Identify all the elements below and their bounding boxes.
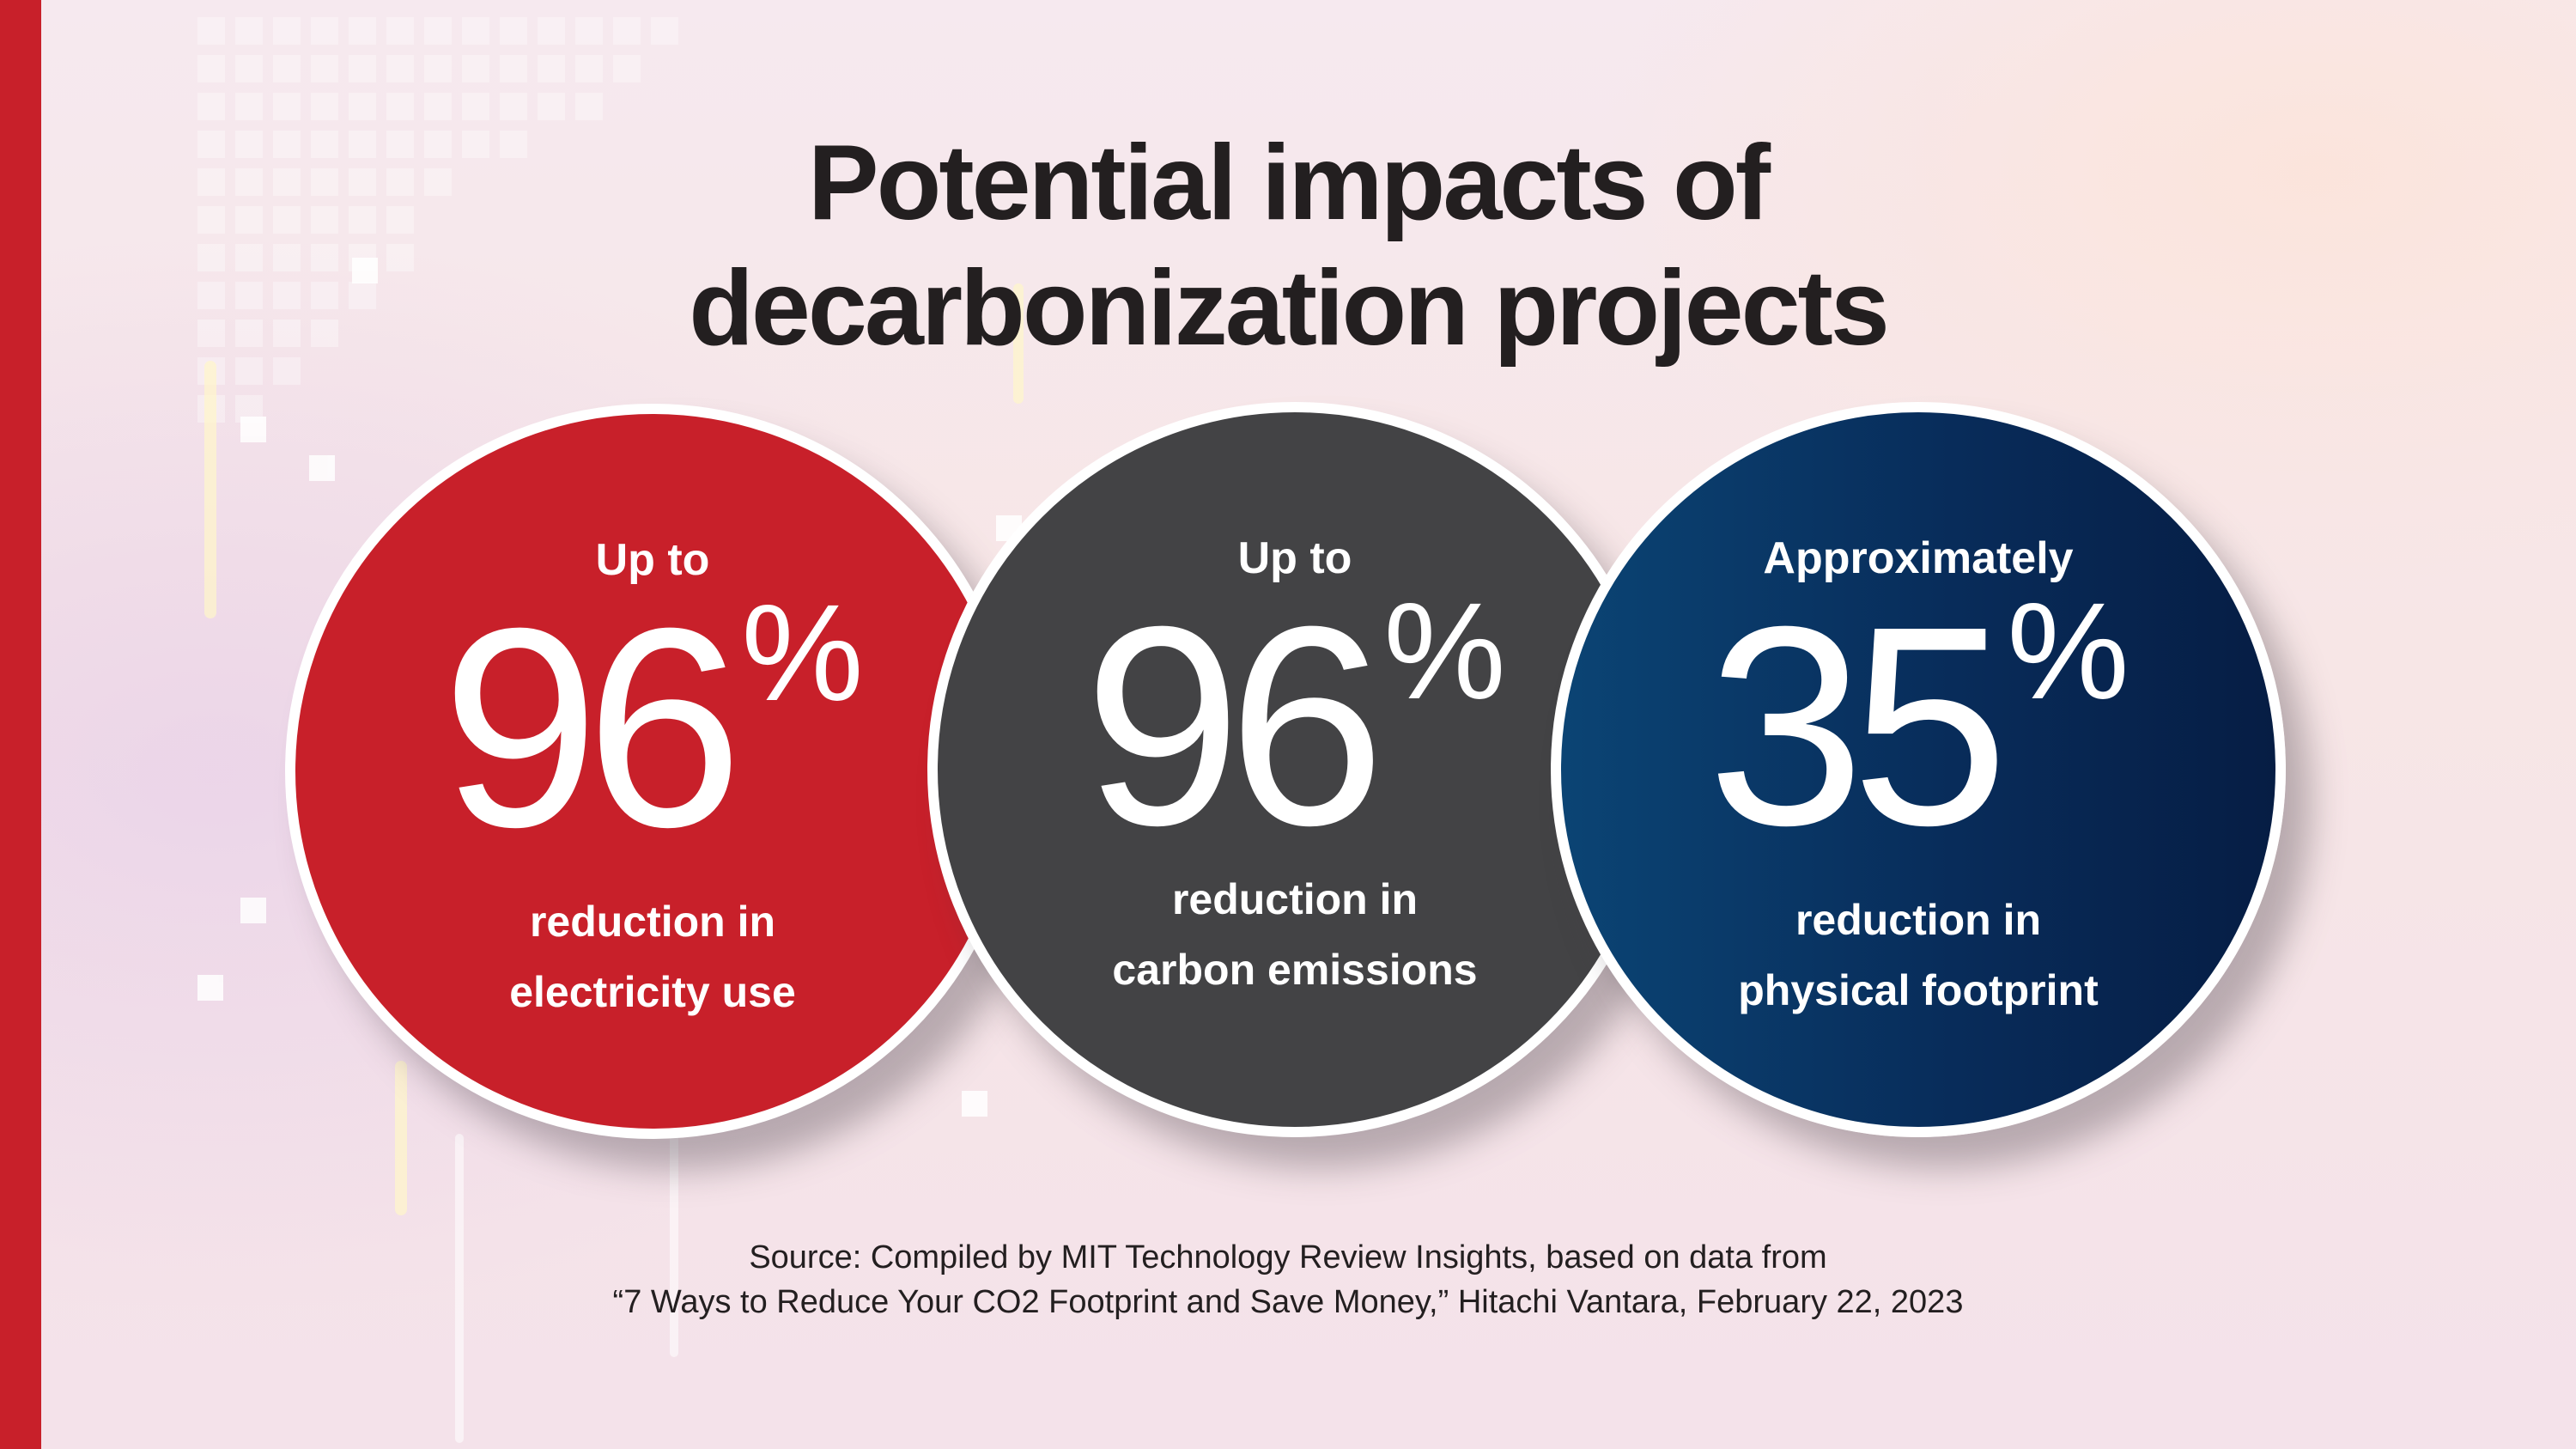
stat-figure: 35%	[1561, 582, 2275, 868]
title-line-1: Potential impacts of	[807, 124, 1771, 242]
page-title: Potential impacts of decarbonization pro…	[0, 120, 2576, 371]
stat-description-line-2: electricity use	[509, 968, 796, 1016]
title-line-2: decarbonization projects	[689, 249, 1890, 368]
stat-figure: 96%	[938, 582, 1652, 868]
source-line-2: “7 Ways to Reduce Your CO2 Footprint and…	[612, 1284, 1964, 1320]
stat-unit: %	[2007, 574, 2129, 728]
stat-value: 35	[1707, 567, 2008, 884]
stat-unit: %	[1383, 574, 1506, 728]
stat-circle-footprint: Approximately 35% reduction in physical …	[1551, 402, 2286, 1137]
stat-circle-electricity: Up to 96% reduction in electricity use	[285, 404, 1020, 1139]
stat-description-line-2: carbon emissions	[1112, 946, 1478, 994]
stat-value: 96	[1084, 567, 1385, 884]
source-line-1: Source: Compiled by MIT Technology Revie…	[749, 1239, 1827, 1275]
stat-value: 96	[441, 569, 743, 886]
stat-description: reduction in carbon emissions	[938, 864, 1652, 1005]
stat-description-line-1: reduction in	[1795, 896, 2042, 944]
stat-description: reduction in physical footprint	[1561, 885, 2275, 1026]
stat-figure: 96%	[295, 584, 1010, 869]
stat-description-line-1: reduction in	[1171, 875, 1419, 923]
stat-description-line-2: physical footprint	[1738, 966, 2099, 1014]
source-note: Source: Compiled by MIT Technology Revie…	[0, 1235, 2576, 1324]
stat-description: reduction in electricity use	[295, 886, 1010, 1027]
stat-qualifier: Up to	[595, 535, 710, 585]
stat-description-line-1: reduction in	[529, 898, 776, 946]
accent-bar	[0, 0, 41, 1449]
stat-qualifier: Up to	[1237, 533, 1352, 583]
stat-unit: %	[741, 575, 864, 729]
stat-qualifier: Approximately	[1763, 533, 2074, 583]
